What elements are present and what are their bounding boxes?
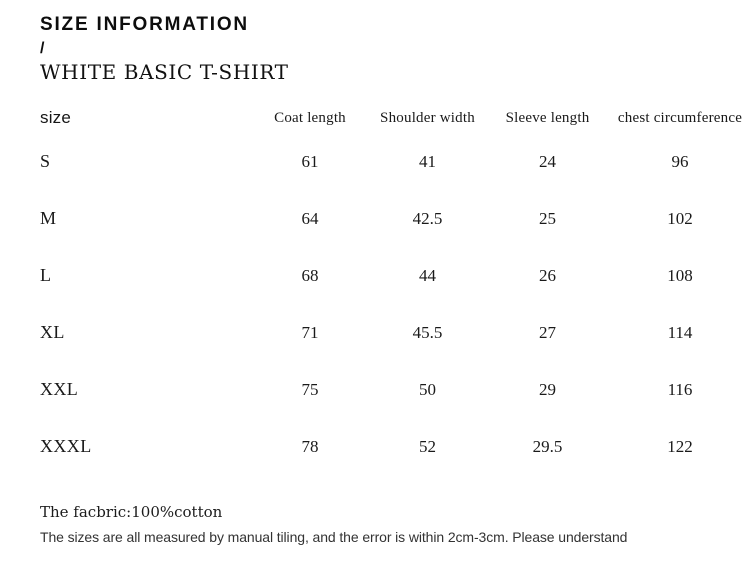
- measurement-disclaimer-note: The sizes are all measured by manual til…: [40, 529, 628, 546]
- size-table-header-row: size Coat length Shoulder width Sleeve l…: [0, 103, 750, 133]
- shoulder-width-value: 50: [419, 379, 436, 399]
- coat-length-value: 78: [301, 436, 319, 456]
- page-title: SIZE INFORMATION: [40, 14, 249, 35]
- table-row-m: M 64 42.5 25 102: [0, 190, 750, 247]
- size-table: size Coat length Shoulder width Sleeve l…: [0, 103, 750, 475]
- header: SIZE INFORMATION / WHITE BASIC T-SHIRT: [0, 0, 750, 84]
- coat-length-value: 71: [301, 322, 319, 342]
- table-row-l: L 68 44 26 108: [0, 247, 750, 304]
- table-row-xxl: XXL 75 50 29 116: [0, 361, 750, 418]
- size-label: XXXL: [40, 436, 92, 457]
- shoulder-width-value: 42.5: [412, 208, 443, 228]
- shoulder-width-value: 41: [419, 151, 436, 171]
- column-header-sleeve-length: Sleeve length: [505, 109, 590, 126]
- fabric-note: The facbric:100%cotton: [40, 503, 223, 521]
- sleeve-length-value: 24: [539, 151, 556, 171]
- coat-length-value: 64: [301, 208, 319, 228]
- chest-circumference-value: 122: [667, 436, 693, 456]
- table-row-xxxl: XXXL 78 52 29.5 122: [0, 418, 750, 475]
- column-header-coat-length: Coat length: [274, 109, 346, 126]
- size-label: XL: [40, 322, 65, 343]
- chest-circumference-value: 102: [667, 208, 693, 228]
- sleeve-length-value: 29: [539, 379, 556, 399]
- column-header-shoulder-width: Shoulder width: [380, 109, 475, 126]
- column-header-size: size: [40, 108, 72, 128]
- title-separator: /: [40, 39, 45, 57]
- sleeve-length-value: 27: [539, 322, 556, 342]
- footer-notes: The facbric:100%cotton The sizes are all…: [40, 502, 627, 546]
- coat-length-value: 75: [301, 379, 319, 399]
- size-label: L: [40, 265, 52, 286]
- shoulder-width-value: 52: [419, 436, 436, 456]
- size-label: M: [40, 208, 57, 229]
- size-label: XXL: [40, 379, 79, 400]
- sleeve-length-value: 26: [539, 265, 556, 285]
- sleeve-length-value: 29.5: [532, 436, 563, 456]
- coat-length-value: 68: [301, 265, 319, 285]
- shoulder-width-value: 44: [419, 265, 436, 285]
- chest-circumference-value: 116: [667, 379, 693, 399]
- chest-circumference-value: 96: [671, 151, 689, 171]
- chest-circumference-value: 108: [667, 265, 693, 285]
- size-label: S: [40, 151, 51, 172]
- table-row-xl: XL 71 45.5 27 114: [0, 304, 750, 361]
- coat-length-value: 61: [301, 151, 319, 171]
- sleeve-length-value: 25: [539, 208, 556, 228]
- shoulder-width-value: 45.5: [412, 322, 443, 342]
- product-name: WHITE BASIC T-SHIRT: [40, 60, 289, 85]
- chest-circumference-value: 114: [667, 322, 693, 342]
- column-header-chest-circumference: chest circumference: [617, 109, 743, 126]
- table-row-s: S 61 41 24 96: [0, 133, 750, 190]
